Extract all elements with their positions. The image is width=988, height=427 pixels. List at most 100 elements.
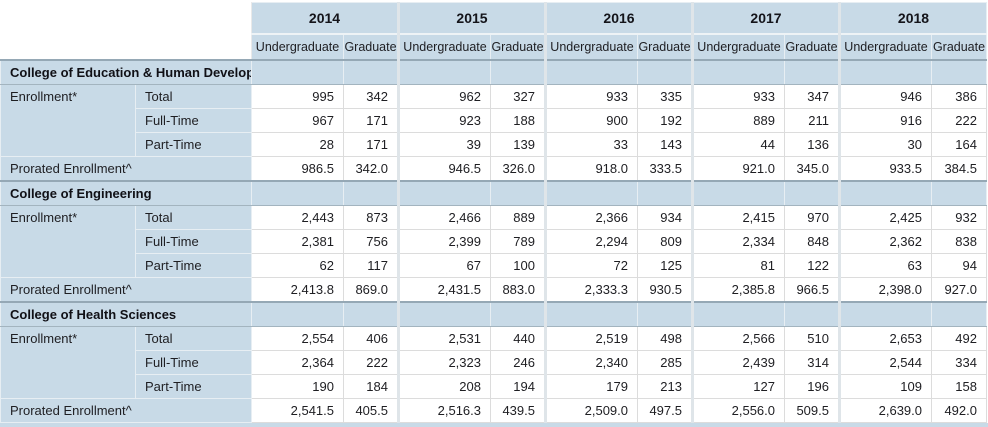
- data-cell: 171: [343, 108, 399, 133]
- table-row: Enrollment* Total 2,443 873 2,466 889 2,…: [0, 205, 987, 278]
- data-cell: 2,366: [544, 205, 638, 230]
- data-cell: 285: [637, 350, 693, 375]
- section-empty-cell: [397, 300, 491, 327]
- data-cell: 932: [931, 205, 987, 230]
- data-cell: 966.5: [784, 277, 840, 302]
- data-cell: 492.0: [931, 398, 987, 423]
- section-empty-cell: [397, 179, 491, 206]
- section-empty-cell: [691, 179, 785, 206]
- section-empty-cell: [838, 58, 932, 85]
- data-cell: 67: [397, 253, 491, 278]
- data-cell: 179: [544, 374, 638, 399]
- data-cell: 222: [931, 108, 987, 133]
- data-cell: 2,556.0: [691, 398, 785, 423]
- data-cell: 930.5: [637, 277, 693, 302]
- metric-label-full-time: Full-Time: [135, 229, 252, 254]
- subheader-undergraduate: Undergraduate: [544, 33, 638, 60]
- data-cell: 81: [691, 253, 785, 278]
- year-header-2016: 2016: [544, 2, 693, 35]
- data-cell: 2,541.5: [251, 398, 344, 423]
- year-header-2017: 2017: [691, 2, 840, 35]
- section-empty-cell: [343, 300, 399, 327]
- data-cell: 2,381: [251, 229, 344, 254]
- data-cell: 933: [691, 84, 785, 109]
- section-empty-cell: [490, 300, 546, 327]
- data-cell: 923: [397, 108, 491, 133]
- data-cell: 2,566: [691, 326, 785, 351]
- data-cell: 869.0: [343, 277, 399, 302]
- section-empty-cell: [838, 300, 932, 327]
- data-cell: 933: [544, 84, 638, 109]
- prorated-row: Prorated Enrollment^ 986.5 342.0 946.5 3…: [0, 156, 987, 181]
- subheader-undergraduate: Undergraduate: [838, 33, 932, 60]
- section-empty-cell: [251, 300, 344, 327]
- data-cell: 213: [637, 374, 693, 399]
- section-empty-cell: [637, 179, 693, 206]
- data-cell: 333.5: [637, 156, 693, 181]
- data-cell: 970: [784, 205, 840, 230]
- row-label-prorated: Prorated Enrollment^: [0, 277, 252, 302]
- row-label-enrollment: Enrollment*: [0, 84, 136, 157]
- data-cell: 2,294: [544, 229, 638, 254]
- table-row: Part-Time 190 184 208 194 179 213 127 19…: [1, 374, 987, 399]
- prorated-row: Prorated Enrollment^ 2,413.8 869.0 2,431…: [0, 277, 987, 302]
- section-empty-cell: [931, 58, 987, 85]
- data-cell: 2,413.8: [251, 277, 344, 302]
- section-empty-cell: [251, 179, 344, 206]
- data-cell: 192: [637, 108, 693, 133]
- data-cell: 406: [343, 326, 399, 351]
- data-cell: 986.5: [251, 156, 344, 181]
- data-cell: 122: [784, 253, 840, 278]
- section-empty-cell: [691, 300, 785, 327]
- section-empty-cell: [343, 179, 399, 206]
- data-cell: 2,323: [397, 350, 491, 375]
- metric-label-total: Total: [135, 205, 252, 230]
- section-empty-cell: [784, 58, 840, 85]
- row-label-enrollment: Enrollment*: [0, 205, 136, 278]
- table-row: Enrollment* Total 2,554 406 2,531 440 2,…: [0, 326, 987, 399]
- data-cell: 918.0: [544, 156, 638, 181]
- data-cell: 342: [343, 84, 399, 109]
- data-cell: 63: [838, 253, 932, 278]
- section-empty-cell: [838, 179, 932, 206]
- table-row: Part-Time 62 117 67 100 72 125 81 122 63…: [1, 253, 987, 278]
- data-cell: 756: [343, 229, 399, 254]
- data-cell: 44: [691, 132, 785, 157]
- data-cell: 335: [637, 84, 693, 109]
- data-cell: 314: [784, 350, 840, 375]
- data-cell: 962: [397, 84, 491, 109]
- metric-label-total: Total: [135, 84, 252, 109]
- subheader-graduate: Graduate: [343, 33, 399, 60]
- header-year-row: 2014 2015 2016 2017 2018: [0, 2, 987, 60]
- table-row: Full-Time 2,364 222 2,323 246 2,340 285 …: [1, 350, 987, 375]
- data-cell: 967: [251, 108, 344, 133]
- data-cell: 33: [544, 132, 638, 157]
- year-header-2015: 2015: [397, 2, 546, 35]
- data-cell: 109: [838, 374, 932, 399]
- data-cell: 334: [931, 350, 987, 375]
- subheader-graduate: Graduate: [637, 33, 693, 60]
- section-header-row: College of Health Sciences: [0, 300, 987, 327]
- data-cell: 889: [490, 205, 546, 230]
- data-cell: 143: [637, 132, 693, 157]
- data-cell: 2,399: [397, 229, 491, 254]
- row-label-prorated: Prorated Enrollment^: [0, 398, 252, 423]
- data-cell: 2,385.8: [691, 277, 785, 302]
- data-cell: 439.5: [490, 398, 546, 423]
- data-cell: 2,509.0: [544, 398, 638, 423]
- section-empty-cell: [931, 300, 987, 327]
- section-empty-cell: [490, 58, 546, 85]
- data-cell: 208: [397, 374, 491, 399]
- data-cell: 789: [490, 229, 546, 254]
- section-empty-cell: [544, 179, 638, 206]
- data-cell: 127: [691, 374, 785, 399]
- table-bottom-edge: [0, 423, 988, 427]
- data-cell: 509.5: [784, 398, 840, 423]
- data-cell: 72: [544, 253, 638, 278]
- data-cell: 2,439: [691, 350, 785, 375]
- data-cell: 946: [838, 84, 932, 109]
- section-empty-cell: [544, 58, 638, 85]
- data-cell: 190: [251, 374, 344, 399]
- data-cell: 125: [637, 253, 693, 278]
